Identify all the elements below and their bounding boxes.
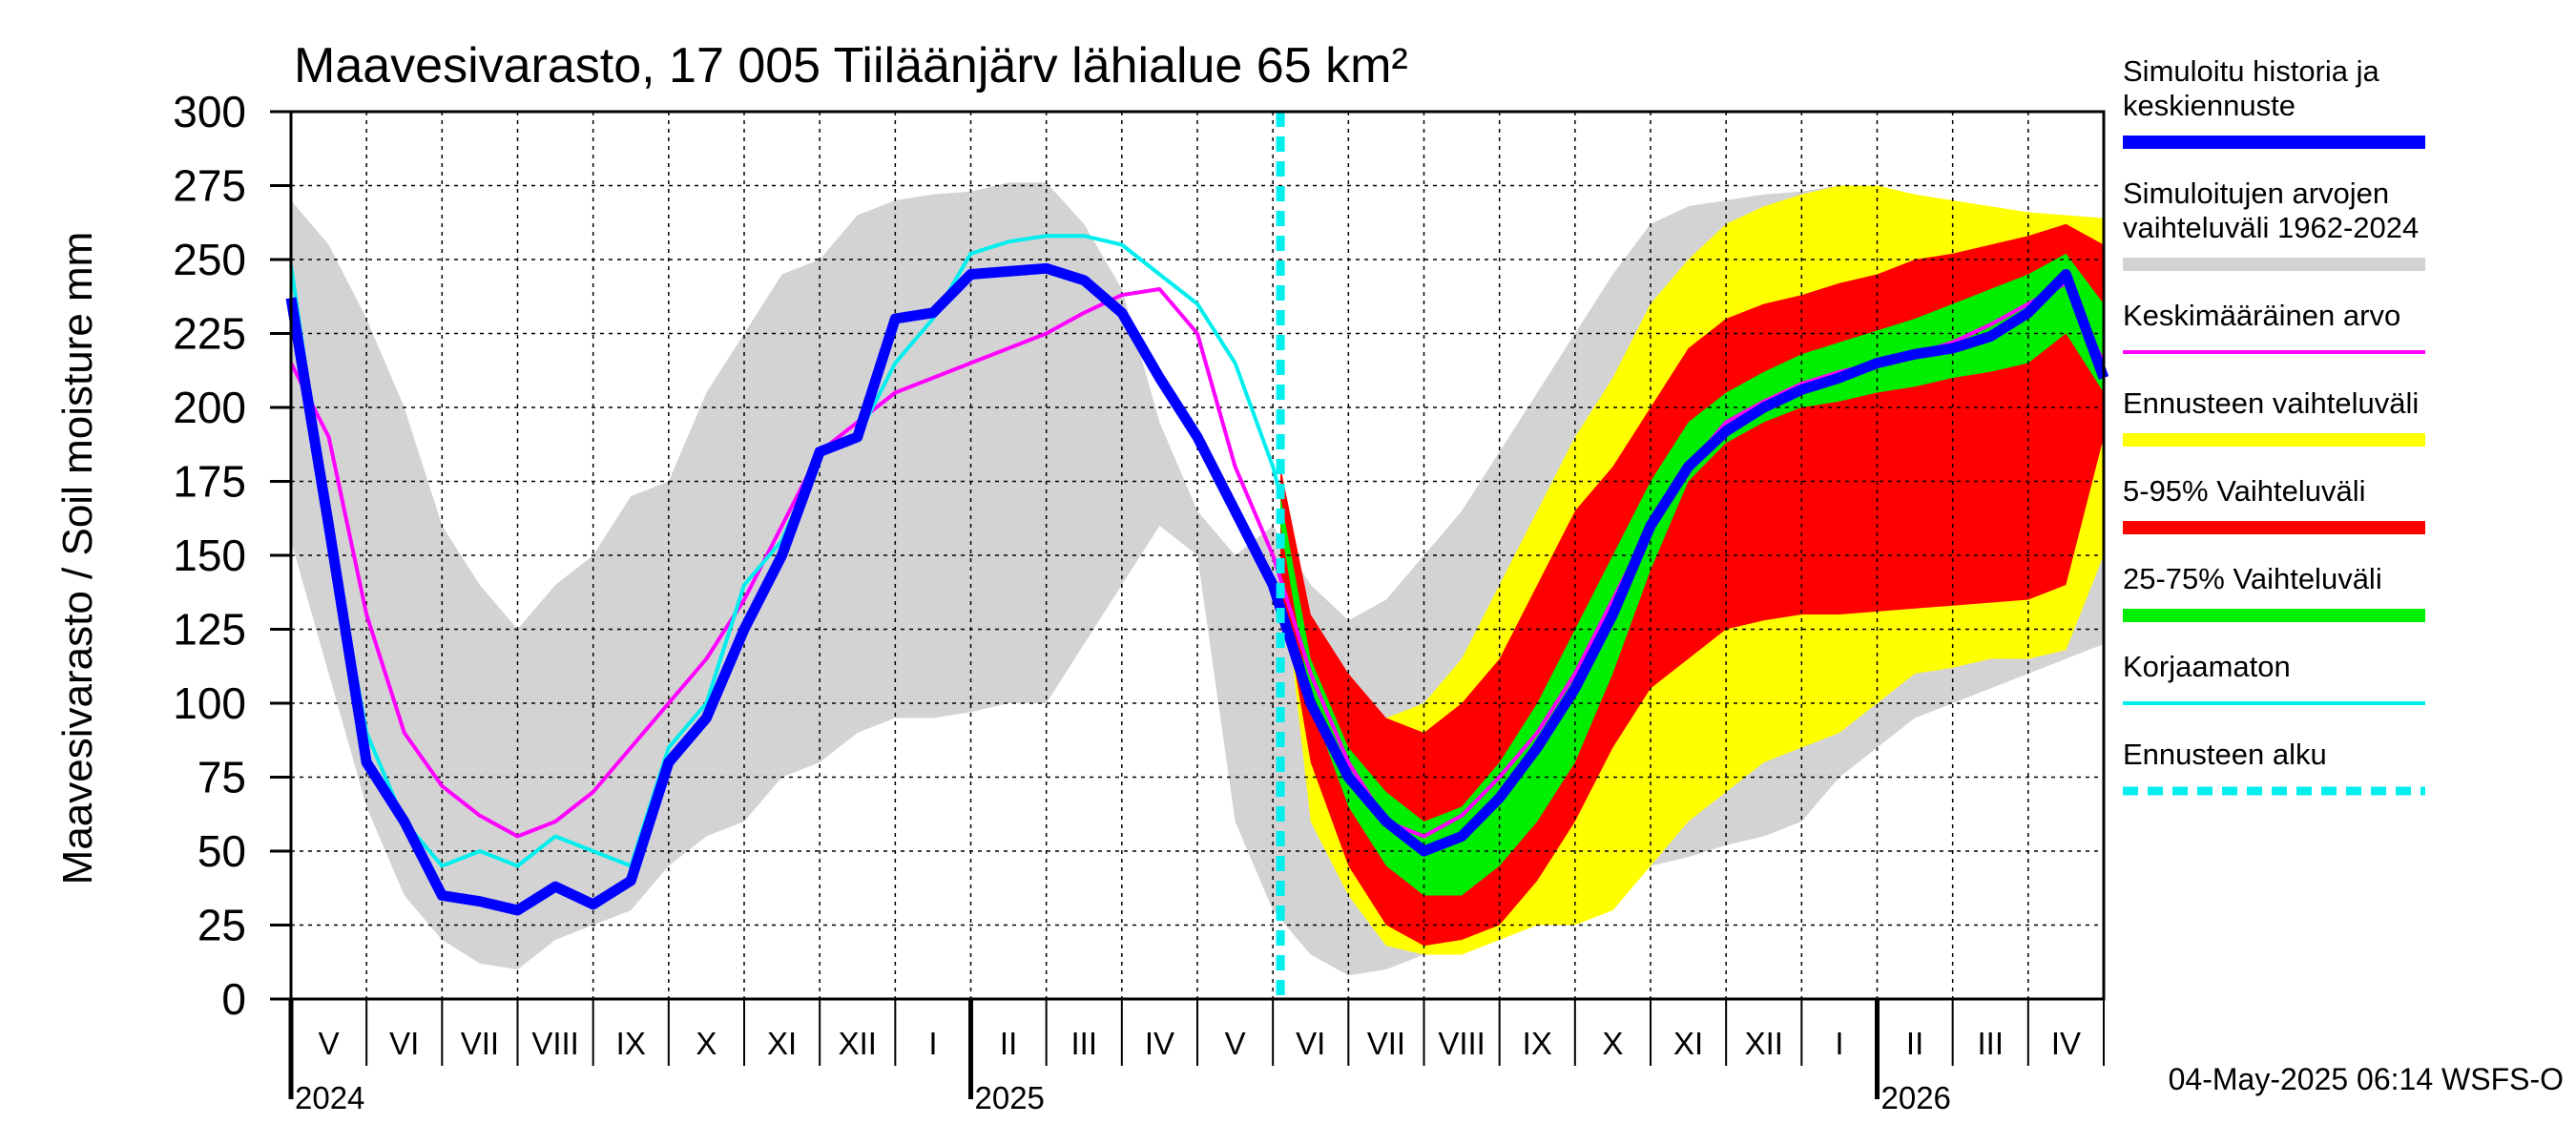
x-tick-label: XI: [767, 1026, 797, 1061]
chart-title: Maavesivarasto, 17 005 Tiiläänjärv lähia…: [294, 38, 1408, 94]
y-tick-label: 100: [173, 678, 246, 728]
y-tick-label: 300: [173, 87, 246, 136]
x-tick-label: XII: [839, 1026, 877, 1061]
y-tick-label: 0: [221, 974, 246, 1024]
legend-label-mean: Keskimääräinen arvo: [2123, 299, 2400, 332]
y-tick-label: 275: [173, 161, 246, 211]
y-tick-label: 125: [173, 605, 246, 655]
x-tick-label: I: [928, 1026, 937, 1061]
y-axis-label: Maavesivarasto / Soil moisture mm: [54, 232, 101, 885]
x-tick-label: II: [1000, 1026, 1017, 1061]
series-line-history: [285, 262, 2109, 916]
y-tick-label: 50: [197, 826, 246, 876]
x-tick-label: VI: [389, 1026, 419, 1061]
p5-95-band: [1280, 223, 2104, 947]
legend-label-history: Simuloitu historia ja: [2123, 54, 2380, 88]
x-tick-label: VII: [1367, 1026, 1405, 1061]
legend-label-forecast_range: Ennusteen vaihteluväli: [2123, 386, 2419, 420]
x-tick-label: III: [1070, 1026, 1097, 1061]
x-tick-label: III: [1977, 1026, 2004, 1061]
legend-label-uncorrected: Korjaamaton: [2123, 650, 2291, 683]
y-tick-label: 25: [197, 901, 246, 950]
y-tick-label: 225: [173, 309, 246, 359]
x-tick-label: XI: [1673, 1026, 1703, 1061]
legend-label-range_hist: Simuloitujen arvojen: [2123, 177, 2389, 210]
x-tick-label: IV: [1145, 1026, 1174, 1061]
x-tick-label: VIII: [531, 1026, 579, 1061]
x-tick-label: VII: [461, 1026, 499, 1061]
legend-label-history: keskiennuste: [2123, 89, 2296, 122]
year-label: 2026: [1881, 1080, 1951, 1115]
year-label: 2025: [975, 1080, 1045, 1115]
timestamp: 04-May-2025 06:14 WSFS-O: [2169, 1062, 2564, 1096]
x-tick-label: IX: [1523, 1026, 1552, 1061]
x-tick-label: X: [696, 1026, 717, 1061]
y-tick-label: 150: [173, 531, 246, 580]
x-tick-label: IV: [2051, 1026, 2081, 1061]
lines-layer: [285, 112, 2109, 1002]
y-tick-label: 250: [173, 235, 246, 284]
x-tick-label: I: [1835, 1026, 1843, 1061]
x-tick-label: V: [319, 1026, 340, 1061]
series-line-mean: [289, 281, 2106, 839]
year-label: 2024: [295, 1080, 364, 1115]
x-tick-label: X: [1602, 1026, 1623, 1061]
x-tick-label: IX: [616, 1026, 646, 1061]
legend-label-range_hist: vaihteluväli 1962-2024: [2123, 211, 2419, 244]
x-tick-label: VI: [1296, 1026, 1325, 1061]
x-tick-label: II: [1906, 1026, 1923, 1061]
legend-label-forecast_start: Ennusteen alku: [2123, 738, 2327, 771]
legend-label-p5_95: 5-95% Vaihteluväli: [2123, 474, 2365, 508]
x-tick-label: V: [1225, 1026, 1246, 1061]
y-tick-label: 75: [197, 753, 246, 802]
x-tick-label: XII: [1745, 1026, 1783, 1061]
x-tick-label: VIII: [1438, 1026, 1485, 1061]
y-tick-label: 200: [173, 383, 246, 432]
legend-label-p25_75: 25-75% Vaihteluväli: [2123, 562, 2382, 595]
y-tick-label: 175: [173, 457, 246, 507]
